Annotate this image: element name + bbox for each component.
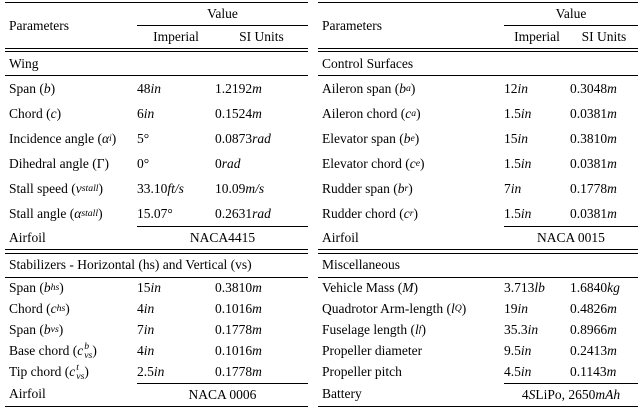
si-value: 0 rad [215, 155, 241, 171]
double-rule [5, 249, 308, 254]
si-value: 1.2192 m [215, 80, 262, 96]
imperial-value: 35.3 in [504, 322, 539, 338]
header-si-units: SI Units [239, 29, 284, 44]
imperial-value: 48 in [137, 80, 162, 96]
param-label: Fuselage length (l f) [322, 322, 426, 338]
imperial-value: 6 in [137, 105, 155, 121]
section-title: Wing [5, 52, 308, 77]
imperial-value: 15.07° [137, 205, 173, 221]
parameters-table-right: Parameters Value Imperial SI Units Control S… [318, 2, 638, 407]
imperial-value: 4 in [137, 301, 155, 317]
param-label: Aileron chord (c a) [322, 105, 421, 121]
imperial-value: 1.5 in [504, 155, 532, 171]
parameters-table-left: Parameters Value Imperial SI Units Wing Span … [5, 2, 308, 407]
param-label: Span (b vs) [9, 322, 64, 338]
param-label: Stall angle (α stall) [9, 205, 103, 221]
param-label: Propeller pitch [322, 364, 402, 380]
imperial-value: 9.5 in [504, 343, 532, 359]
span-value: NACA 0015 [504, 226, 638, 249]
span-value: NACA 0006 [137, 382, 308, 406]
param-label: Chord (c) [9, 105, 62, 121]
section-title: Miscellaneous [318, 254, 638, 278]
header-imperial: Imperial [514, 29, 560, 44]
param-label: Span (b) [9, 80, 56, 96]
imperial-value: 33.10 ft/s [137, 180, 184, 196]
imperial-value: 15 in [137, 280, 162, 296]
param-label: Airfoil [322, 229, 359, 245]
si-value: 0.2413 m [570, 343, 617, 359]
header-value: Value [137, 3, 308, 26]
si-value: 0.4826 m [570, 301, 617, 317]
imperial-value: 19 in [504, 301, 529, 317]
param-label: Elevator chord (c e) [322, 155, 425, 171]
param-label: Propeller diameter [322, 343, 423, 359]
section-title: Stabilizers - Horizontal (hs) and Vertic… [5, 254, 308, 278]
param-label: Rudder chord (c r) [322, 205, 419, 221]
si-value: 1.6840 kg [570, 280, 620, 296]
table-grid-left: Parameters Value Imperial SI Units Wing Span … [5, 3, 308, 406]
si-value: 0.1524 m [215, 105, 262, 121]
double-rule [318, 48, 638, 53]
imperial-value: 7 in [504, 180, 522, 196]
param-label: Dihedral angle (Γ) [9, 155, 110, 171]
param-label: Quadrotor Arm-length (l Q) [322, 301, 467, 317]
si-value: 0.0873 rad [215, 130, 271, 146]
imperial-value: 3.713 lb [504, 280, 545, 296]
imperial-value: 2.5 in [137, 364, 165, 380]
header-si-units: SI Units [581, 29, 627, 44]
imperial-value: 0° [137, 155, 150, 171]
param-label: Span (b hs) [9, 280, 64, 296]
si-value: 0.1143 m [570, 364, 617, 380]
si-value: 0.3048 m [570, 80, 617, 96]
param-label: Stall speed (v stall) [9, 180, 103, 196]
double-rule [318, 249, 638, 254]
param-label: Airfoil [9, 386, 46, 402]
header-parameters: Parameters [322, 17, 382, 33]
param-label: Chord (c hs) [9, 301, 70, 317]
param-label: Vehicle Mass (M) [322, 280, 418, 296]
span-value: NACA4415 [137, 226, 308, 249]
header-value: Value [504, 3, 638, 26]
si-value: 0.1016 m [215, 343, 262, 359]
si-value: 0.1016 m [215, 301, 262, 317]
param-label: Incidence angle (α i) [9, 130, 117, 146]
header-parameters: Parameters [9, 17, 69, 33]
param-label: Battery [322, 386, 362, 402]
si-value: 0.0381 m [570, 155, 617, 171]
si-value: 10.09 m/s [215, 180, 265, 196]
si-value: 0.8966 m [570, 322, 617, 338]
imperial-value: 4.5 in [504, 364, 532, 380]
si-value: 0.1778 m [570, 180, 617, 196]
si-value: 0.1778 m [215, 364, 262, 380]
param-label: Elevator span (b e) [322, 130, 420, 146]
si-value: 0.1778 m [215, 322, 262, 338]
param-label: Tip chord (c t vs) [9, 362, 89, 383]
imperial-value: 15 in [504, 130, 529, 146]
si-value: 0.3810 m [570, 130, 617, 146]
si-value: 0.0381 m [570, 105, 617, 121]
imperial-value: 12 in [504, 80, 529, 96]
imperial-value: 5° [137, 130, 150, 146]
param-label: Rudder span (b r) [322, 180, 413, 196]
header-imperial: Imperial [153, 29, 199, 44]
imperial-value: 1.5 in [504, 105, 532, 121]
imperial-value: 7 in [137, 322, 155, 338]
imperial-value: 1.5 in [504, 205, 532, 221]
param-label: Base chord (c b vs) [9, 341, 97, 362]
param-label: Aileron span (b a) [322, 80, 416, 96]
section-title: Control Surfaces [318, 52, 638, 77]
imperial-value: 4 in [137, 343, 155, 359]
si-value: 0.3810 m [215, 280, 262, 296]
si-value: 0.0381 m [570, 205, 617, 221]
double-rule [5, 48, 308, 53]
si-value: 0.2631 rad [215, 205, 271, 221]
param-label: Airfoil [9, 229, 46, 245]
table-grid-right: Parameters Value Imperial SI Units Control S… [318, 3, 638, 406]
